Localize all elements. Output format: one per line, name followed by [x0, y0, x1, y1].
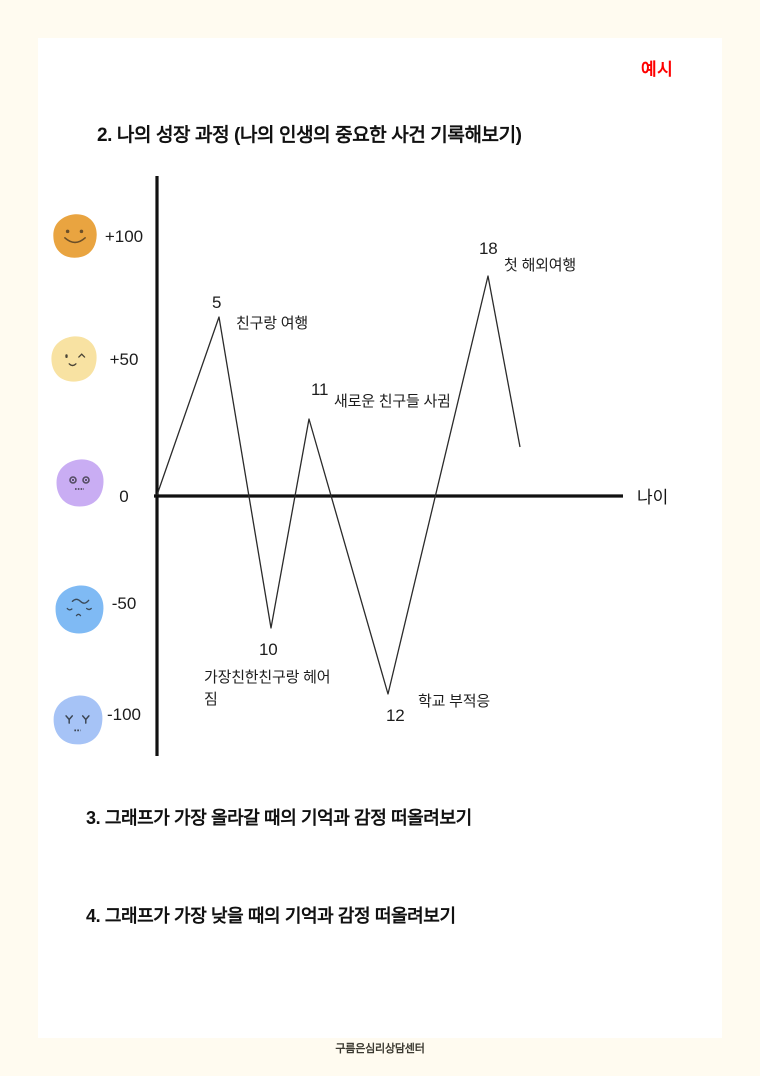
event-label-5: 친구랑 여행	[236, 315, 308, 332]
worksheet-page	[38, 38, 722, 1038]
age-label-18: 18	[479, 239, 498, 258]
event-label-18: 첫 해외여행	[504, 257, 576, 274]
event-label-12: 학교 부적응	[418, 693, 490, 710]
section3-title: 3. 그래프가 가장 올라갈 때의 기억과 감정 떠올려보기	[86, 808, 472, 828]
example-badge: 예시	[641, 60, 674, 79]
age-label-10: 10	[259, 640, 278, 659]
event-label-10: 가장친한친구랑 헤어짐	[204, 669, 331, 708]
x-axis-label: 나이	[637, 488, 669, 507]
age-label-5: 5	[212, 293, 222, 312]
section4-title: 4. 그래프가 가장 낮을 때의 기억과 감정 떠올려보기	[86, 906, 456, 926]
ytick-minus100: -100	[106, 705, 142, 724]
event-label-11: 새로운 친구들 사귐	[334, 393, 451, 410]
age-label-11: 11	[311, 380, 329, 399]
age-label-12: 12	[386, 706, 405, 725]
crying-face-icon	[51, 693, 105, 747]
footer-center-name: 구름은심리상담센터	[335, 1043, 425, 1055]
ytick-minus50: -50	[111, 594, 137, 613]
section2-title: 2. 나의 성장 과정 (나의 인생의 중요한 사건 기록해보기)	[97, 125, 522, 146]
worried-face-icon	[53, 583, 106, 636]
very-happy-face-icon	[50, 212, 100, 260]
ytick-plus50: +50	[109, 350, 139, 369]
neutral-face-icon	[53, 457, 107, 509]
ytick-plus100: +100	[104, 227, 144, 246]
happy-face-icon	[49, 334, 99, 384]
ytick-zero: 0	[119, 487, 129, 506]
